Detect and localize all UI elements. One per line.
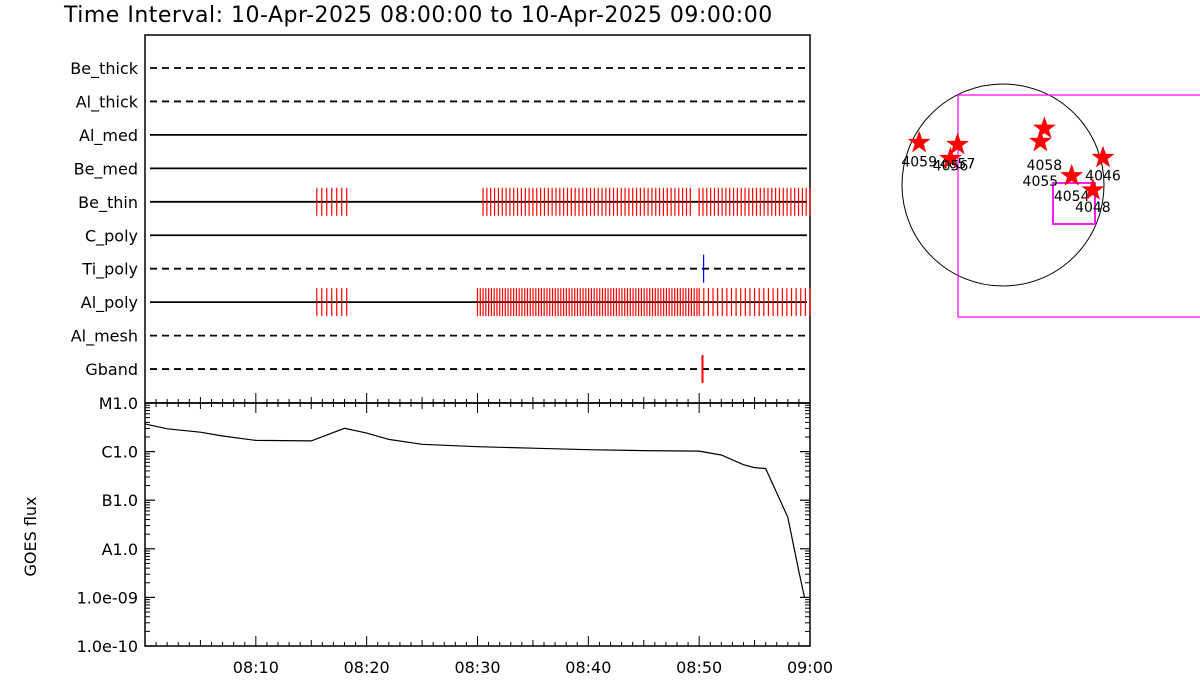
x-tick-label: 08:20: [344, 658, 390, 677]
y-tick-label: M1.0: [99, 394, 138, 413]
channel-label: Gband: [85, 360, 138, 379]
y-tick-label: C1.0: [101, 443, 138, 462]
channel-label: Be_thick: [70, 59, 138, 79]
x-tick-label: 08:40: [565, 658, 611, 677]
y-axis-title: GOES flux: [21, 496, 40, 576]
y-tick-label: A1.0: [102, 540, 138, 559]
region-star: [946, 132, 969, 155]
goes-panel: M1.0 C1.0 B1.0 A1.0 1.0e-09 1.0e-10 08:10 08:20…: [21, 394, 833, 677]
y-tick-label: 1.0e-09: [77, 588, 138, 607]
channel-label: Al_med: [79, 126, 138, 146]
goes-flux-line: [144, 423, 806, 598]
channel-label: C_poly: [85, 226, 138, 246]
x-tick-label: 09:00: [787, 658, 833, 677]
channel-label: Be_med: [74, 159, 138, 179]
region-star: [1028, 129, 1052, 152]
region-label: 4048: [1075, 200, 1111, 216]
channel-label: Al_mesh: [71, 327, 138, 347]
region-label: 4058: [1027, 158, 1063, 174]
region-star: [1081, 178, 1105, 200]
solar-limb: [901, 83, 1105, 287]
chart-title: Time Interval: 10-Apr-2025 08:00:00 to 1…: [64, 3, 773, 28]
x-tick-label: 08:10: [233, 658, 279, 677]
region-label: 4054: [1054, 189, 1090, 205]
region-star: [907, 130, 931, 153]
region-label: 4046: [1085, 169, 1121, 185]
y-tick-label: 1.0e-10: [77, 637, 138, 656]
region-star: [1060, 163, 1084, 186]
fov-box: [957, 94, 1200, 318]
channel-label: Ti_poly: [81, 260, 138, 280]
channel-label: Be_thin: [78, 193, 138, 213]
channel-label: Al_poly: [81, 293, 138, 313]
channel-label: Al_thick: [76, 92, 139, 112]
region-star: [1091, 145, 1115, 168]
timeline-panel: Be_thick Al_thick Al_med Be_med Be_thin C_pol…: [70, 34, 811, 404]
y-tick-label: B1.0: [102, 491, 138, 510]
region-star: [939, 146, 962, 169]
region-label: 4055: [1023, 174, 1059, 190]
x-tick-label: 08:30: [454, 658, 500, 677]
x-tick-label: 08:50: [676, 658, 722, 677]
fov-box-small: [1052, 182, 1096, 225]
region-label: 4059: [901, 155, 937, 171]
timeline-frame: [144, 34, 811, 404]
region-label: 4056: [933, 159, 969, 175]
region-star: [1032, 116, 1056, 139]
